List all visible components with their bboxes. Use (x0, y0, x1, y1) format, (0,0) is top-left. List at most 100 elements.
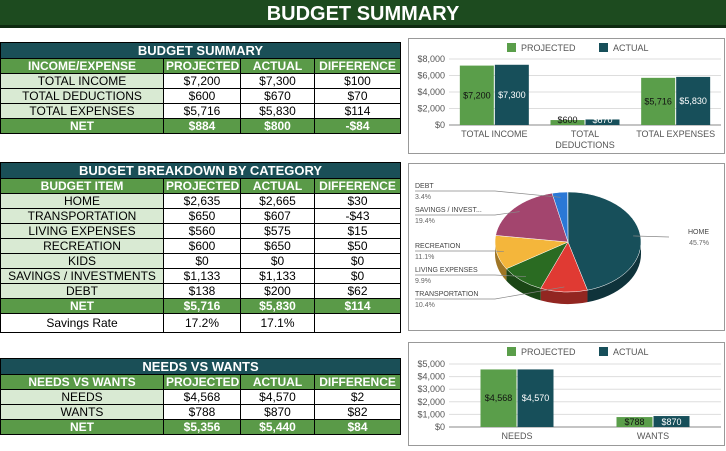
cell-value: $670 (240, 88, 315, 104)
table-title: NEEDS VS WANTS (0, 358, 402, 375)
cell-value: $1,133 (240, 268, 315, 284)
x-category-label: TOTAL INCOME (461, 129, 527, 139)
table-title: BUDGET BREAKDOWN BY CATEGORY (0, 162, 402, 179)
cell-value: $0 (240, 253, 315, 269)
cell-value: $560 (163, 223, 241, 239)
budget-summary-chart: PROJECTED ACTUAL $0 $2,000 $4,000 $6,000 $8,00… (408, 38, 725, 154)
cell-value: $2 (313, 389, 402, 405)
data-label: $4,568 (485, 393, 513, 403)
savings-rate-label: Savings Rate (0, 313, 164, 333)
column-header: DIFFERENCE (314, 58, 401, 74)
bar (653, 416, 690, 427)
row-label: DEBT (0, 283, 164, 299)
table-row: WANTS $788 $870 $82 (0, 404, 402, 420)
table-row: DEBT $138 $200 $62 (0, 283, 402, 299)
x-category-label: WANTS (637, 431, 669, 441)
legend-swatch (599, 347, 608, 356)
budget-breakdown-table: BUDGET BREAKDOWN BY CATEGORY BUDGET ITEM P… (0, 162, 402, 333)
net-value: $5,716 (163, 298, 241, 314)
table-row: LIVING EXPENSES $560 $575 $15 (0, 223, 402, 239)
slice-label: HOME (688, 229, 709, 236)
y-tick-label: $8,000 (417, 54, 445, 64)
net-label: NET (0, 118, 164, 134)
row-label: KIDS (0, 253, 164, 269)
net-label: NET (0, 419, 164, 435)
cell-value: $788 (163, 404, 241, 420)
cell-value: $2,665 (240, 193, 315, 209)
bar (585, 119, 620, 125)
column-header: PROJECTED (163, 178, 241, 194)
cell-value: $5,830 (240, 103, 315, 119)
y-tick-label: $2,000 (417, 104, 445, 114)
net-value: $800 (240, 118, 315, 134)
leader-line (415, 286, 565, 300)
row-label: TOTAL EXPENSES (0, 103, 164, 119)
y-tick-label: $0 (435, 120, 445, 130)
column-header: NEEDS VS WANTS (0, 374, 164, 390)
cell-value: $70 (314, 88, 401, 104)
cell-value: $600 (163, 88, 241, 104)
legend-swatch (507, 43, 516, 52)
cell-value: $2,635 (163, 193, 241, 209)
y-tick-label: $0 (435, 422, 445, 432)
cell-value: -$43 (313, 208, 402, 224)
table-row: NEEDS $4,568 $4,570 $2 (0, 389, 402, 405)
column-header: BUDGET ITEM (0, 178, 164, 194)
cell-value: $100 (314, 73, 401, 89)
column-header: DIFFERENCE (313, 178, 402, 194)
net-value: $884 (163, 118, 241, 134)
bar (550, 120, 585, 125)
row-label: TOTAL INCOME (0, 73, 164, 89)
cell-value: $15 (313, 223, 402, 239)
table-row: SAVINGS / INVESTMENTS $1,133 $1,133 $0 (0, 268, 402, 284)
pie-slice (551, 191, 569, 243)
cell-value: $0 (313, 253, 402, 269)
cell-value: $114 (314, 103, 401, 119)
cell-value: $575 (240, 223, 315, 239)
cell-value: $62 (313, 283, 402, 299)
net-row: NET $5,356 $5,440 $84 (0, 419, 402, 435)
table-row: TRANSPORTATION $650 $607 -$43 (0, 208, 402, 224)
budget-summary-table: BUDGET SUMMARY INCOME/EXPENSE PROJECTED ACT… (0, 42, 401, 134)
bar (480, 369, 517, 427)
data-label: $788 (624, 417, 644, 427)
bar (676, 76, 711, 125)
row-label: RECREATION (0, 238, 164, 254)
y-tick-label: $3,000 (417, 384, 445, 394)
legend-label: PROJECTED (521, 347, 576, 357)
row-label: NEEDS (0, 389, 164, 405)
data-label: $600 (557, 115, 577, 125)
savings-rate-value: 17.1% (240, 313, 315, 333)
cell-value: $5,716 (163, 103, 241, 119)
cell-value: $50 (313, 238, 402, 254)
leader-line (415, 211, 520, 216)
cell-value: $607 (240, 208, 315, 224)
leader-line (633, 235, 670, 238)
data-label: $4,570 (522, 393, 550, 403)
column-header: PROJECTED (163, 374, 241, 390)
x-category-label: NEEDS (501, 431, 532, 441)
category-pie-chart: HOME 45.7% TRANSPORTATION 10.4% LIVING EXPEN… (408, 163, 725, 331)
needs-vs-wants-table: NEEDS VS WANTS NEEDS VS WANTS PROJECTED ACT… (0, 358, 402, 435)
pie-slice (495, 192, 569, 243)
legend-swatch (507, 347, 516, 356)
cell-value: $82 (313, 404, 402, 420)
pie-slice (567, 191, 642, 291)
column-header: ACTUAL (240, 58, 315, 74)
slice-percent: 10.4% (415, 302, 435, 309)
savings-rate-value (313, 313, 402, 333)
y-tick-label: $2,000 (417, 397, 445, 407)
net-label: NET (0, 298, 164, 314)
data-label: $870 (661, 417, 681, 427)
cell-value: $0 (163, 253, 241, 269)
row-label: LIVING EXPENSES (0, 223, 164, 239)
data-label: $7,300 (498, 90, 526, 100)
slice-label: DEBT (415, 183, 434, 190)
slice-label: SAVINGS / INVEST... (415, 207, 482, 214)
column-header: ACTUAL (240, 374, 315, 390)
y-tick-label: $4,000 (417, 372, 445, 382)
column-header: ACTUAL (240, 178, 315, 194)
net-value: -$84 (314, 118, 401, 134)
savings-rate-row: Savings Rate 17.2% 17.1% (0, 313, 402, 333)
cell-value: $650 (240, 238, 315, 254)
